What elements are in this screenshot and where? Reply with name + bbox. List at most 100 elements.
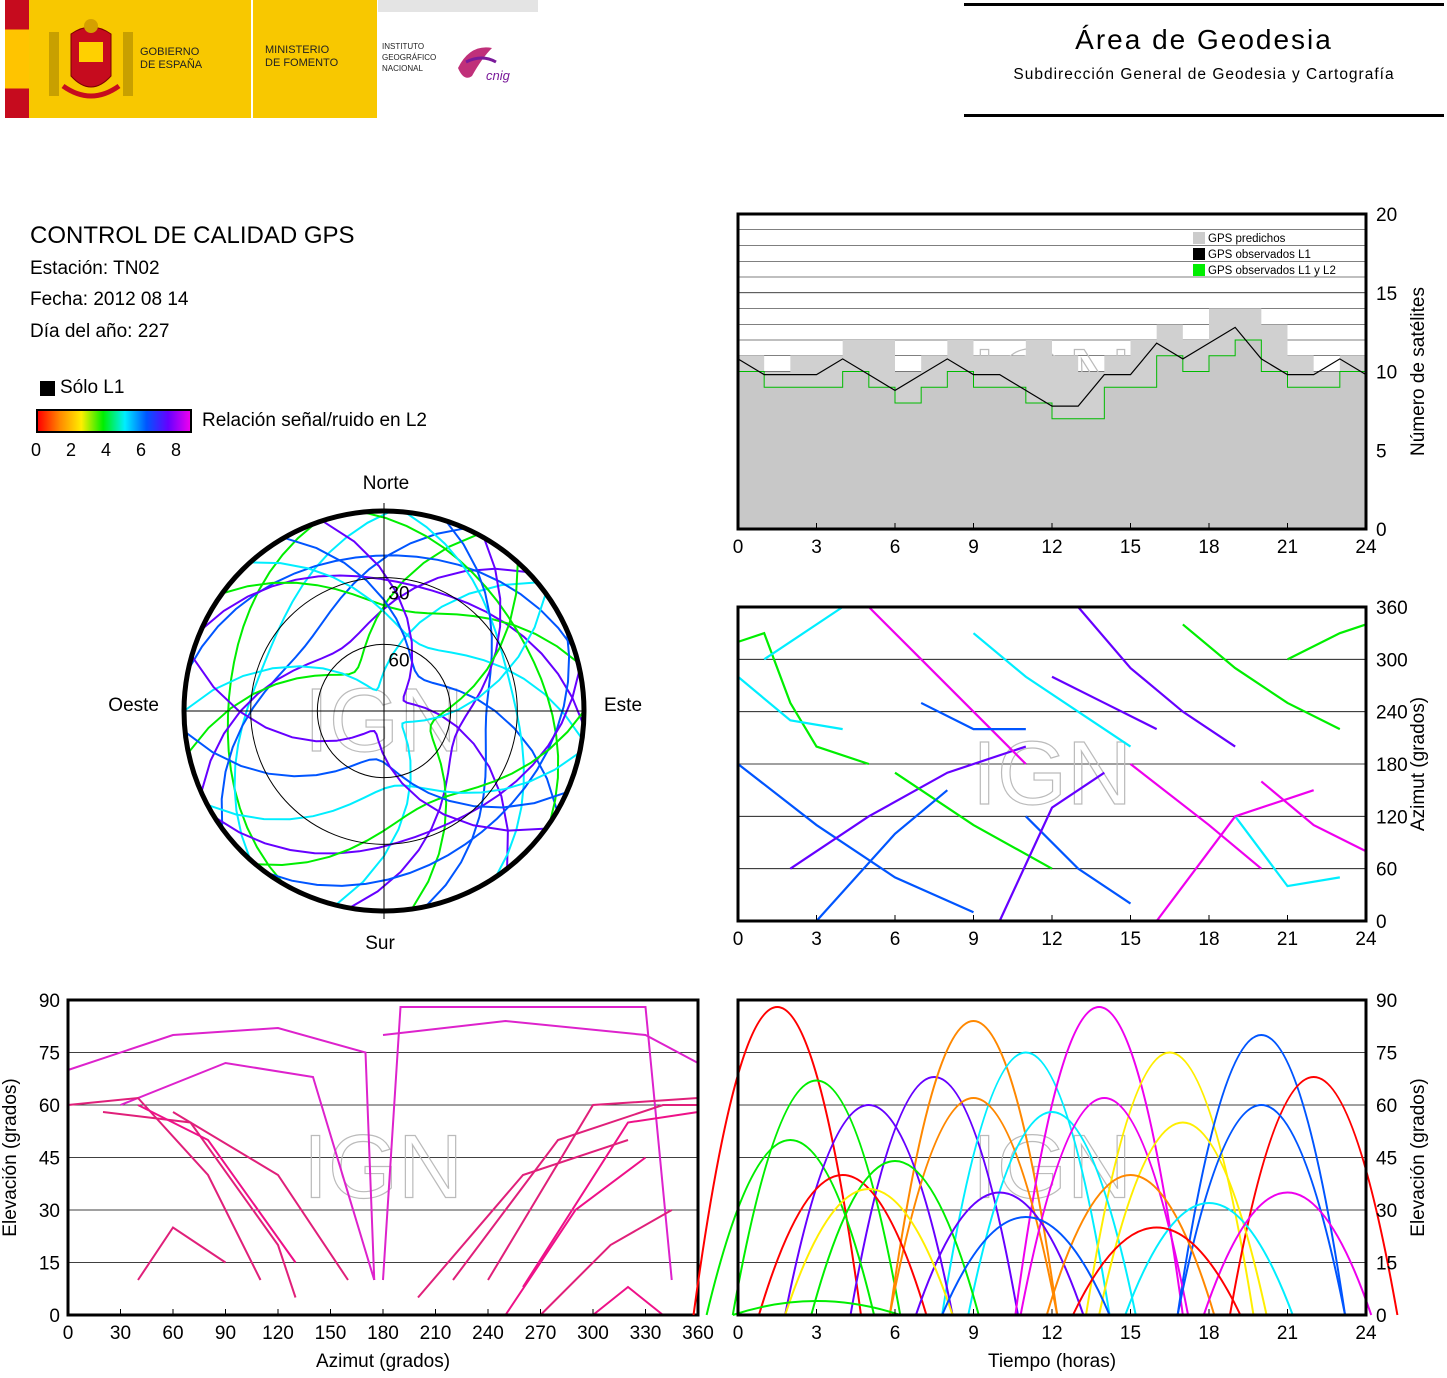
station-label: Estación: TN02 xyxy=(30,258,160,279)
elevation-track xyxy=(120,1061,376,1281)
elevation-track xyxy=(504,1156,647,1316)
x-tick-label: 6 xyxy=(890,1323,901,1344)
snr-tick: 6 xyxy=(136,440,147,460)
coat-of-arms-icon xyxy=(49,19,133,99)
legend-entry: GPS observados L1 xyxy=(1208,249,1311,261)
elevation-track xyxy=(382,1006,673,1281)
azimuth-track xyxy=(1234,815,1341,888)
x-axis-label: Azimut (grados) xyxy=(316,1351,450,1372)
y-axis-label: Azimut (grados) xyxy=(1408,697,1429,831)
elevation-track xyxy=(452,1104,698,1281)
legend-entry: GPS observados L1 y L2 xyxy=(1208,265,1336,277)
snr-colorbar xyxy=(36,409,192,433)
sky-track xyxy=(187,554,575,670)
y-tick-label: 60 xyxy=(1376,1096,1397,1117)
x-tick-label: 30 xyxy=(110,1323,131,1344)
observed-l1-line xyxy=(737,326,1367,407)
y-tick-label: 240 xyxy=(1376,703,1408,724)
elevation-pass xyxy=(1124,1202,1294,1316)
snr-tick: 2 xyxy=(66,440,77,460)
x-tick-label: 12 xyxy=(1041,537,1062,558)
elevation-pass xyxy=(784,1104,954,1316)
area-title: Área de Geodesia xyxy=(1075,24,1333,55)
x-tick-label: 60 xyxy=(162,1323,183,1344)
y-tick-label: 120 xyxy=(1376,807,1408,828)
x-tick-label: 21 xyxy=(1277,537,1298,558)
y-tick-label: 45 xyxy=(1376,1149,1397,1170)
legend-swatch xyxy=(1193,232,1205,244)
elevation-pass xyxy=(914,1191,1085,1316)
x-tick-label: 0 xyxy=(733,929,744,950)
ign-line-2: GEOGRÁFICO xyxy=(382,53,437,62)
x-tick-label: 15 xyxy=(1120,537,1141,558)
header-rule-top xyxy=(964,3,1444,6)
legend-swatch xyxy=(1193,248,1205,260)
sky-track xyxy=(321,519,509,869)
x-tick-label: 21 xyxy=(1277,929,1298,950)
elevation-pass xyxy=(967,1111,1137,1316)
x-tick-label: 9 xyxy=(968,1323,979,1344)
gobierno-line-2: DE ESPAÑA xyxy=(140,59,203,71)
observed-area xyxy=(737,339,1367,530)
elevation-pass xyxy=(1019,1097,1190,1316)
sky-track xyxy=(348,537,502,909)
elevation-track xyxy=(137,1226,227,1281)
elevation-pass xyxy=(810,1160,980,1316)
y-tick-label: 10 xyxy=(1376,363,1397,384)
x-tick-label: 3 xyxy=(811,537,822,558)
elevation-azimuth-chart: IGN 0 30 60 90 120 150 180 210 240 270 300 330 360 0 15… xyxy=(0,991,714,1372)
x-tick-label: 24 xyxy=(1355,1323,1377,1344)
x-tick-label: 18 xyxy=(1198,929,1219,950)
x-tick-label: 120 xyxy=(262,1323,294,1344)
azimuth-track xyxy=(1077,606,1236,748)
y-tick-label: 30 xyxy=(1376,1201,1397,1222)
sky-track xyxy=(410,562,519,910)
y-axis-label: Elevación (grados) xyxy=(0,1078,21,1236)
ministerio-line-1: MINISTERIO xyxy=(265,44,330,56)
x-tick-label: 12 xyxy=(1041,1323,1062,1344)
azimuth-track xyxy=(1025,815,1132,905)
sky-track xyxy=(334,593,547,906)
spain-flag-stripe xyxy=(5,0,29,118)
ministerio-logo-panel: MINISTERIO DE FOMENTO xyxy=(253,0,377,118)
elevation-pass xyxy=(1085,1051,1255,1316)
azimuth-track xyxy=(1129,763,1263,870)
x-tick-label: 300 xyxy=(577,1323,609,1344)
header-gray-strip xyxy=(378,0,538,12)
x-tick-label: 18 xyxy=(1198,1323,1219,1344)
sky-track xyxy=(226,522,317,885)
x-tick-label: 15 xyxy=(1120,1323,1141,1344)
l1-only-swatch xyxy=(40,381,55,396)
snr-tick: 4 xyxy=(101,440,112,460)
elevation-track xyxy=(172,1111,349,1281)
elevation-pass xyxy=(1228,1076,1399,1316)
x-tick-label: 0 xyxy=(63,1323,74,1344)
sky-track xyxy=(404,511,525,878)
ign-line-1: INSTITUTO xyxy=(382,42,425,51)
azimuth-track xyxy=(1287,623,1367,661)
area-subtitle: Subdirección General de Geodesia y Carto… xyxy=(1013,66,1395,83)
y-tick-label: 90 xyxy=(39,991,60,1012)
elevation-pass xyxy=(1072,1226,1242,1316)
x-tick-label: 6 xyxy=(890,537,901,558)
y-tick-label: 180 xyxy=(1376,755,1408,776)
y-tick-label: 300 xyxy=(1376,650,1408,671)
x-tick-label: 15 xyxy=(1120,929,1141,950)
report-title: CONTROL DE CALIDAD GPS xyxy=(30,222,355,249)
x-tick-label: 24 xyxy=(1355,929,1377,950)
ring-label-30: 30 xyxy=(388,584,409,605)
azimuth-track xyxy=(1182,623,1341,731)
y-tick-label: 0 xyxy=(1376,912,1387,933)
elevation-pass xyxy=(941,1051,1111,1316)
elevation-track xyxy=(102,1111,297,1298)
y-axis-label: Número de satélites xyxy=(1408,287,1429,456)
cnig-logo-icon: cnig xyxy=(458,47,511,83)
y-tick-label: 5 xyxy=(1376,441,1387,462)
azimuth-track xyxy=(763,606,844,661)
snr-tick: 8 xyxy=(171,440,182,460)
ign-watermark: IGN xyxy=(303,1118,463,1218)
sky-track xyxy=(424,520,493,908)
elevation-track xyxy=(137,1104,297,1264)
x-tick-label: 270 xyxy=(525,1323,557,1344)
doy-label: Día del año: 227 xyxy=(30,321,170,342)
